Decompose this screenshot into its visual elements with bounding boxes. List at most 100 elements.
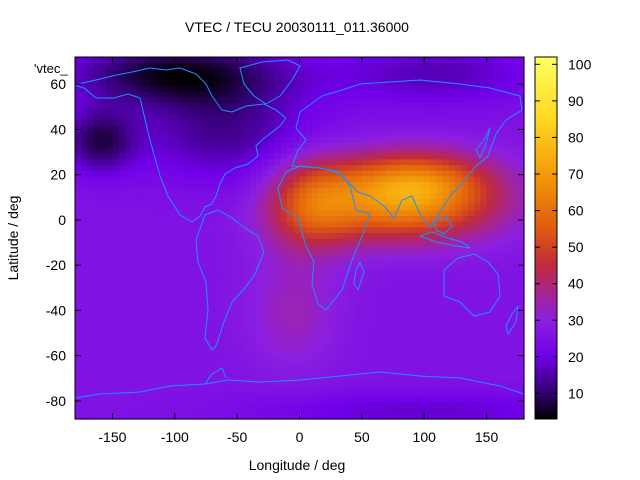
- heatmap-cell: [461, 379, 469, 386]
- heatmap-cell: [212, 300, 220, 307]
- heatmap-cell: [262, 288, 269, 296]
- heatmap-cell: [386, 164, 394, 171]
- heatmap-cell: [436, 305, 444, 313]
- heatmap-cell: [75, 62, 82, 69]
- heatmap-cell: [199, 209, 207, 216]
- heatmap-cell: [230, 79, 238, 86]
- heatmap-cell: [193, 260, 201, 267]
- heatmap-cell: [249, 266, 257, 273]
- heatmap-cell: [417, 334, 425, 341]
- heatmap-cell: [199, 62, 207, 69]
- heatmap-cell: [417, 198, 425, 205]
- heatmap-cell: [499, 334, 506, 341]
- heatmap-cell: [93, 209, 101, 216]
- heatmap-cell: [467, 288, 475, 296]
- heatmap-cell: [81, 379, 89, 386]
- heatmap-cell: [149, 124, 157, 132]
- heatmap-cell: [492, 164, 500, 171]
- heatmap-cell: [343, 57, 350, 64]
- heatmap-cell: [318, 317, 326, 324]
- heatmap-cell: [181, 238, 188, 245]
- heatmap-cell: [324, 351, 332, 358]
- heatmap-cell: [293, 362, 301, 369]
- heatmap-cell: [262, 334, 269, 341]
- heatmap-cell: [336, 141, 344, 149]
- heatmap-cell: [124, 192, 132, 200]
- heatmap-cell: [262, 209, 269, 216]
- heatmap-cell: [368, 277, 375, 284]
- heatmap-cell: [156, 215, 163, 222]
- heatmap-cell: [368, 311, 375, 318]
- heatmap-cell: [492, 322, 500, 330]
- heatmap-cell: [262, 362, 269, 369]
- heatmap-cell: [149, 102, 157, 109]
- heatmap-cell: [355, 396, 363, 403]
- heatmap-cell: [311, 266, 319, 273]
- heatmap-cell: [93, 204, 101, 211]
- heatmap-cell: [205, 102, 213, 109]
- heatmap-cell: [268, 198, 276, 205]
- heatmap-cell: [517, 334, 525, 341]
- heatmap-cell: [474, 209, 481, 216]
- heatmap-cell: [156, 232, 163, 239]
- heatmap-cell: [399, 62, 407, 69]
- heatmap-cell: [399, 164, 407, 171]
- heatmap-cell: [417, 107, 425, 115]
- heatmap-cell: [93, 283, 101, 290]
- heatmap-cell: [237, 254, 244, 262]
- heatmap-cell: [380, 322, 388, 330]
- heatmap-cell: [405, 334, 413, 341]
- heatmap-cell: [330, 368, 338, 375]
- heatmap-cell: [243, 130, 251, 137]
- heatmap-cell: [455, 215, 463, 222]
- heatmap-cell: [268, 249, 276, 256]
- heatmap-cell: [486, 68, 494, 75]
- heatmap-cell: [249, 209, 257, 216]
- heatmap-cell: [212, 107, 220, 115]
- heatmap-cell: [411, 147, 419, 154]
- heatmap-cell: [181, 141, 188, 149]
- heatmap-cell: [268, 277, 276, 284]
- heatmap-cell: [330, 164, 338, 171]
- heatmap-cell: [293, 271, 301, 279]
- heatmap-cell: [336, 271, 344, 279]
- heatmap-cell: [174, 85, 182, 92]
- heatmap-cell: [162, 243, 170, 250]
- heatmap-cell: [274, 221, 282, 228]
- heatmap-cell: [205, 396, 213, 403]
- heatmap-cell: [436, 181, 444, 188]
- heatmap-cell: [330, 102, 338, 109]
- heatmap-cell: [193, 164, 201, 171]
- heatmap-cell: [143, 243, 151, 250]
- heatmap-cell: [417, 175, 425, 183]
- heatmap-cell: [230, 407, 238, 414]
- heatmap-cell: [405, 288, 413, 296]
- heatmap-cell: [287, 221, 294, 228]
- heatmap-cell: [137, 79, 145, 86]
- heatmap-cell: [505, 390, 513, 397]
- heatmap-cell: [268, 124, 276, 132]
- heatmap-cell: [374, 402, 382, 409]
- heatmap-cell: [474, 356, 481, 364]
- heatmap-cell: [442, 339, 450, 347]
- heatmap-cell: [149, 204, 157, 211]
- heatmap-cell: [455, 317, 463, 324]
- heatmap-cell: [112, 362, 120, 369]
- heatmap-cell: [311, 96, 319, 103]
- heatmap-cell: [205, 322, 213, 330]
- heatmap-cell: [499, 260, 506, 267]
- heatmap-cell: [193, 158, 201, 166]
- heatmap-cell: [455, 328, 463, 335]
- heatmap-cell: [143, 79, 151, 86]
- heatmap-cell: [405, 102, 413, 109]
- heatmap-cell: [361, 73, 369, 81]
- heatmap-cell: [449, 379, 457, 386]
- heatmap-cell: [324, 187, 332, 194]
- heatmap-cell: [162, 232, 170, 239]
- heatmap-cell: [156, 283, 163, 290]
- heatmap-cell: [318, 413, 326, 420]
- heatmap-cell: [118, 79, 126, 86]
- heatmap-cell: [274, 322, 282, 330]
- heatmap-cell: [268, 175, 276, 183]
- heatmap-cell: [99, 356, 107, 364]
